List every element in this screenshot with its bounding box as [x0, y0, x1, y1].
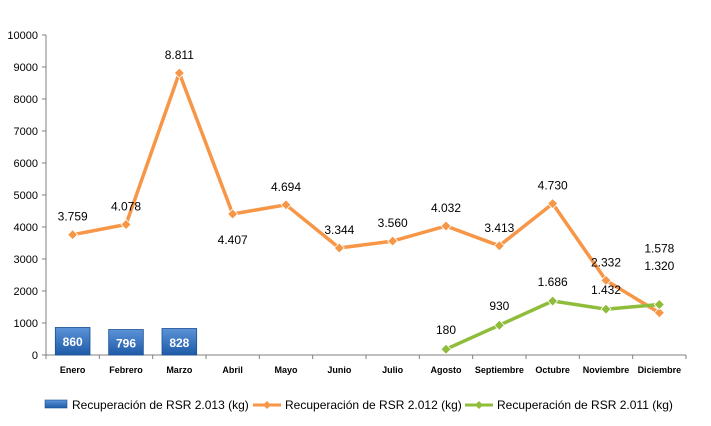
point-marker — [493, 240, 505, 252]
y-tick-label: 3000 — [14, 254, 38, 266]
x-tick-label: Abril — [222, 365, 243, 375]
point-marker — [387, 235, 399, 247]
legend-label: Recuperación de RSR 2.012 (kg) — [285, 398, 462, 412]
point-data-label: 2.332 — [591, 255, 621, 269]
series-line — [70, 71, 662, 315]
x-tick-label: Diciembre — [638, 365, 682, 375]
x-tick-label: Septiembre — [475, 365, 524, 375]
x-tick-label: Octubre — [535, 365, 570, 375]
point-data-label: 1.432 — [591, 283, 621, 297]
bar-series — [54, 327, 198, 356]
y-tick-label: 6000 — [14, 158, 38, 170]
bar-data-label: 860 — [63, 335, 83, 349]
point-data-label: 4.730 — [538, 179, 568, 193]
x-tick-label: Marzo — [166, 365, 193, 375]
point-data-label: 3.413 — [484, 221, 514, 235]
point-data-label: 8.811 — [165, 48, 194, 62]
x-tick-label: Enero — [60, 365, 86, 375]
series-line — [444, 299, 662, 351]
point-marker — [227, 208, 239, 220]
point-data-label: 1.320 — [644, 259, 674, 273]
point-data-label: 4.407 — [218, 233, 248, 247]
point-data-label: 4.078 — [111, 200, 141, 214]
legend-swatch-marker — [263, 401, 271, 409]
y-tick-label: 0 — [32, 350, 38, 362]
point-marker — [173, 67, 185, 79]
y-tick-label: 9000 — [14, 62, 38, 74]
point-marker — [280, 199, 292, 211]
y-tick-label: 8000 — [14, 94, 38, 106]
point-marker — [600, 274, 612, 286]
data-labels: 860 796 828 3.759 4.078 8.811 4.407 4.694 3.344 3… — [58, 48, 675, 350]
point-data-label: 3.759 — [58, 210, 88, 224]
y-tick-label: 7000 — [14, 126, 38, 138]
point-marker — [653, 307, 665, 319]
x-tick-label: Junio — [327, 365, 352, 375]
bar-data-label: 828 — [169, 336, 189, 350]
line-series — [67, 67, 665, 355]
point-data-label: 1.578 — [644, 242, 674, 256]
x-tick-label: Mayo — [274, 365, 298, 375]
bar — [161, 328, 198, 356]
point-marker — [440, 220, 452, 232]
legend-item: Recuperación de RSR 2.013 (kg) — [44, 398, 249, 412]
point-marker — [600, 303, 612, 315]
legend-swatch-marker — [475, 401, 483, 409]
point-data-label: 4.694 — [271, 180, 301, 194]
y-tick-label: 4000 — [14, 222, 38, 234]
legend-label: Recuperación de RSR 2.011 (kg) — [497, 398, 673, 412]
bar-data-label: 796 — [116, 336, 136, 350]
x-tick-label: Febrero — [109, 365, 143, 375]
point-marker — [653, 298, 665, 311]
point-marker — [333, 242, 345, 254]
point-data-label: 3.560 — [378, 216, 408, 230]
point-data-label: 4.032 — [431, 201, 461, 215]
y-tick-label: 1000 — [14, 318, 38, 330]
legend-label: Recuperación de RSR 2.013 (kg) — [72, 398, 249, 412]
x-tick-label: Julio — [382, 365, 404, 375]
legend-swatch-bar — [44, 399, 68, 409]
point-data-label: 1.686 — [538, 275, 568, 289]
axes: 0 1000 2000 3000 4000 5000 6000 7000 8000 9000 100… — [7, 30, 687, 375]
legend: Recuperación de RSR 2.013 (kg) Recuperaci… — [44, 398, 673, 412]
point-marker — [67, 229, 79, 241]
y-tick-label: 10000 — [7, 30, 38, 42]
x-tick-label: Agosto — [431, 365, 462, 375]
point-marker — [440, 343, 452, 355]
point-marker — [547, 198, 559, 210]
point-marker — [120, 218, 132, 231]
point-marker — [547, 295, 559, 307]
bar — [54, 327, 91, 356]
legend-item: Recuperación de RSR 2.011 (kg) — [465, 398, 673, 412]
bar — [108, 329, 144, 356]
y-tick-label: 5000 — [14, 190, 38, 202]
legend-item: Recuperación de RSR 2.012 (kg) — [253, 398, 462, 412]
y-tick-label: 2000 — [14, 286, 38, 298]
point-data-label: 930 — [489, 299, 509, 313]
point-data-label: 3.344 — [324, 223, 354, 237]
x-tick-label: Noviembre — [583, 365, 630, 375]
point-marker — [493, 319, 505, 331]
point-data-label: 180 — [436, 323, 456, 337]
